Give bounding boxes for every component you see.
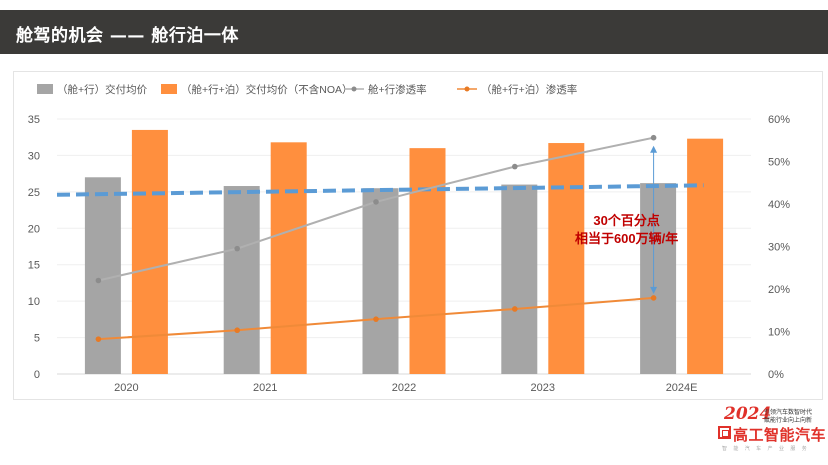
right-tick-label: 20% bbox=[768, 284, 790, 296]
annotation-line-1: 30个百分点 bbox=[593, 213, 659, 228]
x-tick-label: 2020 bbox=[114, 382, 138, 394]
line-point bbox=[95, 336, 102, 342]
left-tick-label: 5 bbox=[34, 333, 40, 345]
left-tick-label: 10 bbox=[28, 296, 40, 308]
right-tick-label: 0% bbox=[768, 369, 784, 381]
chart-frame: （舱+行）交付均价 （舱+行+泊）交付均价（不含NOA） 舱+行渗透率 （舱+行+泊）… bbox=[13, 71, 823, 400]
legend-swatch bbox=[37, 84, 53, 94]
legend-label: （舱+行）交付均价 bbox=[57, 83, 148, 96]
trend-line bbox=[56, 183, 704, 197]
legend-label: （舱+行+泊）渗透率 bbox=[481, 83, 577, 96]
bar-cabin-driving-parking bbox=[687, 138, 724, 374]
left-axis: 0 5 10 15 20 25 30 35 bbox=[28, 114, 40, 381]
line-point bbox=[373, 316, 379, 322]
logo-mark-icon bbox=[718, 426, 731, 439]
legend-label: 舱+行渗透率 bbox=[368, 83, 427, 96]
title-bar: 舱驾的机会 —— 舱行泊一体 bbox=[0, 10, 828, 54]
right-tick-label: 30% bbox=[768, 242, 790, 254]
bar-cabin-driving-parking bbox=[131, 129, 168, 374]
left-tick-label: 0 bbox=[34, 369, 40, 381]
annotation-arrow-head-down bbox=[650, 286, 658, 294]
brand-logo: 2024 引领汽车数智时代 赋能行业向上向新 高工智能汽车 智 能 汽 车 产 … bbox=[716, 404, 826, 460]
right-tick-label: 50% bbox=[768, 157, 790, 169]
line-point bbox=[373, 199, 379, 205]
x-tick-label: 2022 bbox=[392, 382, 416, 394]
line-point bbox=[234, 327, 240, 334]
line-point bbox=[95, 277, 102, 284]
logo-tagline-2: 赋能行业向上向新 bbox=[764, 417, 813, 424]
x-tick-label: 2023 bbox=[531, 382, 555, 394]
logo-brand-name: 高工智能汽车 bbox=[733, 426, 827, 444]
legend-label: （舱+行+泊）交付均价（不含NOA） bbox=[181, 83, 353, 96]
line-point bbox=[512, 163, 518, 170]
chart-legend: （舱+行）交付均价 （舱+行+泊）交付均价（不含NOA） 舱+行渗透率 （舱+行+泊）… bbox=[37, 83, 577, 96]
x-tick-label: 2021 bbox=[253, 382, 277, 394]
left-tick-label: 30 bbox=[28, 150, 40, 162]
right-tick-label: 40% bbox=[768, 199, 790, 211]
bar-cabin-driving-parking bbox=[270, 142, 307, 374]
left-tick-label: 15 bbox=[28, 260, 40, 272]
line-point bbox=[650, 134, 657, 141]
bar-cabin-driving-parking bbox=[548, 143, 585, 374]
left-tick-label: 25 bbox=[28, 187, 40, 199]
page-title: 舱驾的机会 —— 舱行泊一体 bbox=[16, 26, 239, 46]
bar-cabin-driving bbox=[223, 186, 260, 374]
line-point bbox=[650, 295, 657, 301]
left-tick-label: 35 bbox=[28, 114, 40, 126]
combo-chart: （舱+行）交付均价 （舱+行+泊）交付均价（不含NOA） 舱+行渗透率 （舱+行+泊）… bbox=[28, 83, 790, 394]
bar-cabin-driving bbox=[362, 188, 399, 374]
line-point bbox=[234, 245, 240, 252]
logo-tagline-1: 引领汽车数智时代 bbox=[764, 409, 813, 416]
grid-lines bbox=[57, 118, 751, 375]
left-tick-label: 20 bbox=[28, 223, 40, 235]
logo-brand-sub: 智 能 汽 车 产 业 服 务 bbox=[722, 446, 810, 452]
legend-swatch-dot bbox=[464, 86, 470, 92]
bar-series bbox=[84, 129, 724, 374]
bar-cabin-driving-parking bbox=[409, 148, 446, 374]
trend-line-dashed bbox=[56, 183, 704, 197]
legend-swatch bbox=[161, 84, 177, 94]
annotation-arrow-head-up bbox=[650, 145, 658, 153]
legend-swatch-dot bbox=[351, 86, 357, 92]
right-tick-label: 10% bbox=[768, 327, 790, 339]
annotation-line-2: 相当于600万辆/年 bbox=[575, 231, 678, 246]
line-point bbox=[512, 306, 518, 312]
bar-cabin-driving bbox=[501, 184, 538, 374]
bar-cabin-driving bbox=[84, 177, 121, 374]
right-axis: 0% 10% 20% 30% 40% 50% 60% bbox=[768, 114, 790, 381]
right-tick-label: 60% bbox=[768, 114, 790, 126]
x-axis: 2020 2021 2022 2023 2024E bbox=[114, 382, 697, 394]
x-tick-label: 2024E bbox=[666, 382, 698, 394]
logo-year: 2024 bbox=[724, 404, 772, 424]
line-series bbox=[95, 134, 657, 342]
bar-cabin-driving bbox=[640, 183, 677, 374]
